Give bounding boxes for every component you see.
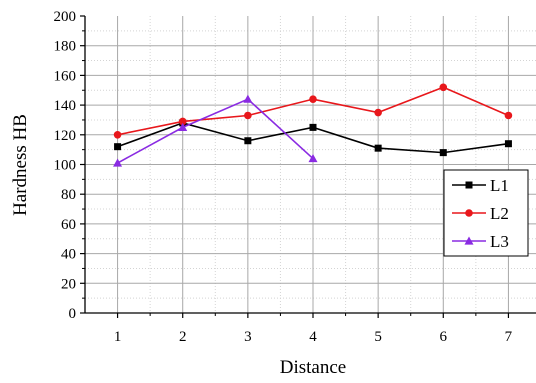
y-axis-title: Hardness HB: [10, 114, 31, 216]
data-point-l2: [309, 95, 317, 103]
x-tick-label: 7: [505, 329, 513, 345]
y-tick-label: 0: [69, 306, 77, 322]
legend-label: L3: [490, 232, 509, 251]
data-point-l1: [310, 124, 317, 131]
data-point-l1: [505, 140, 512, 147]
data-point-l1: [244, 137, 251, 144]
y-tick-label: 140: [54, 98, 77, 114]
x-tick-label: 3: [244, 329, 252, 345]
data-point-l1: [440, 149, 447, 156]
x-tick-label: 4: [309, 329, 317, 345]
data-point-l2: [374, 109, 382, 117]
data-point-l3: [113, 159, 122, 167]
y-tick-label: 80: [61, 187, 76, 203]
y-tick-label: 160: [54, 68, 77, 84]
data-point-l1: [375, 145, 382, 152]
legend-swatch-marker: [466, 182, 473, 189]
y-tick-label: 20: [61, 276, 76, 292]
y-tick-label: 100: [54, 158, 77, 174]
x-tick-label: 5: [374, 329, 382, 345]
data-point-l2: [439, 83, 447, 91]
x-axis-title: Distance: [280, 357, 346, 378]
legend-swatch-marker: [465, 209, 473, 217]
data-point-l3: [243, 95, 252, 103]
x-tick-label: 1: [114, 329, 122, 345]
grid: [85, 16, 536, 313]
legend-label: L1: [490, 176, 509, 195]
legend-label: L2: [490, 204, 509, 223]
y-tick-label: 200: [54, 9, 77, 25]
data-point-l1: [114, 143, 121, 150]
x-tick-label: 2: [179, 329, 187, 345]
y-tick-label: 60: [61, 217, 76, 233]
y-tick-label: 40: [61, 247, 76, 263]
data-point-l2: [244, 112, 252, 120]
legend: L1 L2 L3: [444, 170, 528, 256]
x-tick-label: 6: [440, 329, 448, 345]
y-tick-label: 180: [54, 39, 77, 55]
data-point-l2: [505, 112, 513, 120]
y-tick-label: 120: [54, 128, 77, 144]
data-point-l2: [114, 131, 122, 139]
